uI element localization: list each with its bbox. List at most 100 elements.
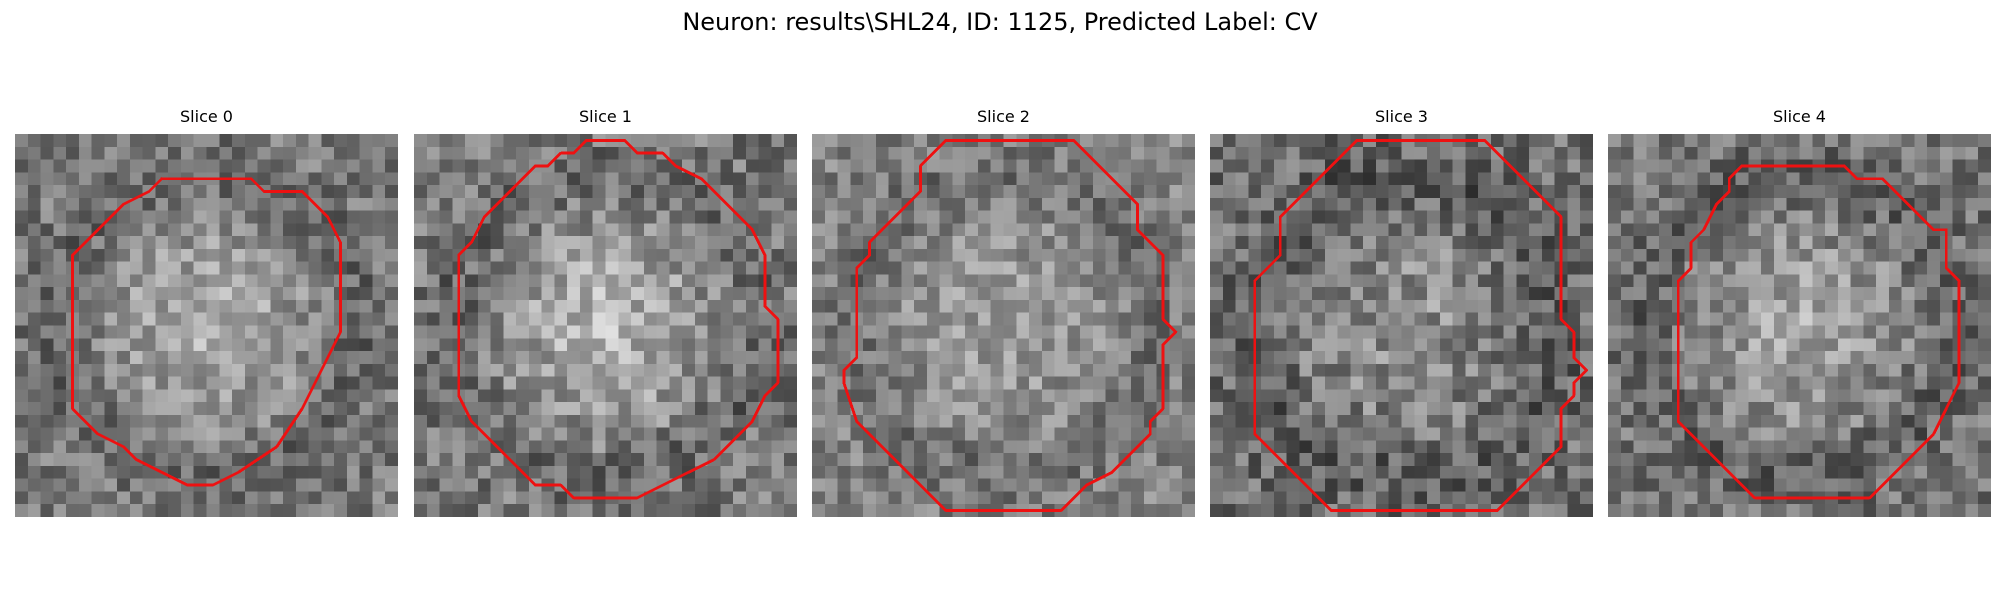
pixel (914, 440, 928, 454)
pixel (206, 338, 220, 352)
pixel (1608, 465, 1622, 479)
pixel (694, 146, 708, 160)
pixel (270, 146, 284, 160)
pixel (1761, 299, 1775, 313)
pixel (40, 287, 54, 301)
pixel (1016, 312, 1030, 326)
pixel (888, 146, 902, 160)
pixel (1888, 491, 1902, 505)
pixel (1503, 172, 1517, 186)
pixel (1914, 287, 1928, 301)
pixel (168, 491, 182, 505)
pixel (1710, 210, 1724, 224)
pixel (1761, 210, 1775, 224)
pixel (193, 504, 207, 517)
pixel (516, 299, 530, 313)
pixel (541, 402, 555, 416)
pixel (180, 146, 194, 160)
pixel (926, 287, 940, 301)
pixel (1927, 312, 1941, 326)
pixel (321, 402, 335, 416)
pixel (206, 223, 220, 237)
pixel (503, 504, 517, 517)
pixel (117, 299, 131, 313)
pixel (490, 236, 504, 250)
pixel (439, 248, 453, 262)
pixel (1735, 223, 1749, 237)
pixel (1735, 299, 1749, 313)
pixel (283, 504, 297, 517)
pixel (104, 465, 118, 479)
pixel (1337, 185, 1351, 199)
pixel (180, 414, 194, 428)
pixel (1671, 172, 1685, 186)
pixel (733, 172, 747, 186)
pixel (1722, 325, 1736, 339)
pixel (1401, 159, 1415, 173)
pixel (528, 389, 542, 403)
pixel (1041, 299, 1055, 313)
pixel (1465, 146, 1479, 160)
pixel (1554, 491, 1568, 505)
pixel (1608, 236, 1622, 250)
pixel (1710, 427, 1724, 441)
pixel (1427, 185, 1441, 199)
pixel (1401, 261, 1415, 275)
pixel (359, 146, 373, 160)
pixel (1324, 223, 1338, 237)
pixel (990, 261, 1004, 275)
pixel (1080, 491, 1094, 505)
pixel (1478, 197, 1492, 211)
pixel (385, 236, 398, 250)
pixel (707, 376, 721, 390)
pixel (694, 223, 708, 237)
pixel (1876, 159, 1890, 173)
pixel (1235, 504, 1249, 517)
pixel (541, 299, 555, 313)
pixel (1786, 325, 1800, 339)
pixel (232, 223, 246, 237)
pixel (784, 491, 797, 505)
pixel (720, 223, 734, 237)
pixel (926, 159, 940, 173)
pixel (1516, 504, 1530, 517)
pixel (1414, 325, 1428, 339)
pixel (669, 299, 683, 313)
pixel (270, 389, 284, 403)
pixel (1710, 185, 1724, 199)
pixel (490, 325, 504, 339)
pixel (1684, 376, 1698, 390)
pixel (1710, 338, 1724, 352)
pixel (372, 287, 386, 301)
pixel (295, 172, 309, 186)
pixel (1363, 210, 1377, 224)
pixel (40, 325, 54, 339)
pixel (1465, 299, 1479, 313)
pixel (283, 312, 297, 326)
pixel (1118, 491, 1132, 505)
pixel (579, 172, 593, 186)
pixel (541, 351, 555, 365)
pixel (939, 491, 953, 505)
pixel (346, 236, 360, 250)
pixel (385, 491, 398, 505)
pixel (1350, 338, 1364, 352)
pixel (1939, 299, 1953, 313)
pixel (104, 325, 118, 339)
pixel (1312, 274, 1326, 288)
pixel (142, 210, 156, 224)
pixel (308, 159, 322, 173)
pixel (1054, 491, 1068, 505)
pixel (875, 453, 889, 467)
pixel (1541, 414, 1555, 428)
pixel (168, 134, 182, 148)
pixel (1684, 299, 1698, 313)
pixel (965, 402, 979, 416)
pixel (53, 134, 67, 148)
pixel (1965, 146, 1979, 160)
pixel (605, 159, 619, 173)
pixel (1273, 491, 1287, 505)
pixel (193, 363, 207, 377)
pixel (1478, 376, 1492, 390)
pixel (1312, 287, 1326, 301)
